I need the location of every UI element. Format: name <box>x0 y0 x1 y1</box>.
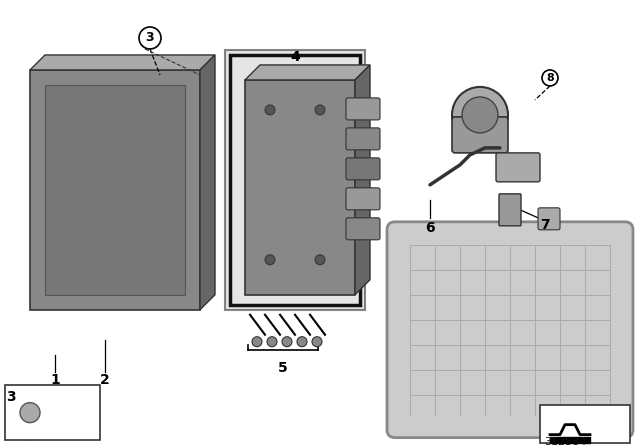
Circle shape <box>315 105 325 115</box>
Text: 5: 5 <box>278 361 288 375</box>
Text: 7: 7 <box>540 218 550 232</box>
Text: 6: 6 <box>425 221 435 235</box>
FancyBboxPatch shape <box>346 98 380 120</box>
Text: 2: 2 <box>100 373 110 387</box>
FancyBboxPatch shape <box>346 218 380 240</box>
Text: 312584: 312584 <box>544 437 586 447</box>
Circle shape <box>252 337 262 347</box>
FancyBboxPatch shape <box>499 194 521 226</box>
Polygon shape <box>30 55 215 70</box>
Circle shape <box>282 337 292 347</box>
Polygon shape <box>245 80 355 295</box>
Polygon shape <box>30 70 200 310</box>
FancyBboxPatch shape <box>346 158 380 180</box>
Polygon shape <box>45 85 185 295</box>
Text: 4: 4 <box>290 50 300 64</box>
Text: 3: 3 <box>6 390 16 404</box>
Circle shape <box>20 403 40 422</box>
FancyBboxPatch shape <box>346 188 380 210</box>
Text: 1: 1 <box>50 373 60 387</box>
Circle shape <box>267 337 277 347</box>
FancyBboxPatch shape <box>538 208 560 230</box>
FancyBboxPatch shape <box>346 128 380 150</box>
FancyBboxPatch shape <box>452 117 508 153</box>
Circle shape <box>312 337 322 347</box>
Polygon shape <box>225 50 365 310</box>
Text: 3: 3 <box>146 31 154 44</box>
Text: 8: 8 <box>546 73 554 83</box>
Polygon shape <box>355 65 370 295</box>
Circle shape <box>452 87 508 143</box>
Circle shape <box>265 105 275 115</box>
Bar <box>540 405 630 443</box>
FancyBboxPatch shape <box>496 153 540 182</box>
Circle shape <box>265 255 275 265</box>
Circle shape <box>297 337 307 347</box>
Circle shape <box>315 255 325 265</box>
FancyBboxPatch shape <box>387 222 633 438</box>
Polygon shape <box>200 55 215 310</box>
Bar <box>5 385 100 439</box>
Circle shape <box>462 97 498 133</box>
Polygon shape <box>245 65 370 80</box>
